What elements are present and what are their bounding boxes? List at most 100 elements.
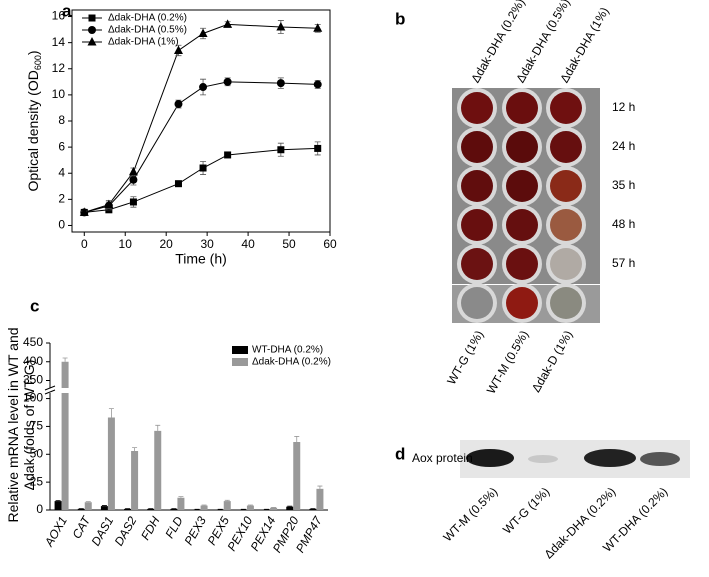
legend-label: Δdak-DHA (0.2%)	[252, 357, 331, 368]
error-bar	[224, 499, 230, 502]
well	[461, 170, 493, 202]
bar	[77, 508, 85, 510]
marker	[313, 23, 323, 32]
y-tick-label: 50	[30, 446, 44, 460]
well	[550, 92, 582, 124]
y-axis-label-part: 600	[33, 55, 43, 70]
well	[550, 248, 582, 280]
x-tick-label: 50	[282, 237, 296, 251]
y-tick-label: 10	[52, 87, 66, 101]
marker	[223, 77, 232, 86]
x-axis-label: Time (h)	[175, 251, 227, 267]
marker	[223, 19, 233, 28]
well	[506, 92, 538, 124]
y-tick-label: 25	[30, 474, 44, 488]
y-tick-label: 4	[58, 165, 65, 179]
x-tick-label: FLD	[162, 514, 186, 541]
marker	[198, 28, 208, 38]
marker	[313, 80, 322, 89]
x-tick-label: 30	[200, 237, 214, 251]
y-axis-label-line: Δdak (folds of WT-G)	[21, 360, 37, 491]
y-tick-label: 400	[23, 354, 43, 368]
x-tick-label: FDH	[138, 514, 163, 543]
y-axis-label: Optical density (OD600)	[25, 50, 44, 191]
well	[550, 287, 582, 319]
x-tick-label: AOX1	[41, 514, 70, 550]
y-tick-label: 2	[58, 192, 65, 206]
bar	[124, 508, 132, 510]
legend-label: Δdak-DHA (1%)	[108, 37, 179, 48]
error-bar	[201, 504, 207, 506]
error-bar	[178, 496, 184, 498]
marker	[174, 100, 183, 109]
marker	[199, 83, 208, 92]
bar	[61, 361, 69, 510]
well	[506, 248, 538, 280]
legend-label: Δdak-DHA (0.5%)	[108, 25, 187, 36]
series-line	[84, 81, 318, 213]
x-tick-label: 40	[241, 237, 255, 251]
y-axis-label-line: Relative mRNA level in WT and	[5, 327, 21, 522]
error-bar	[108, 408, 114, 418]
bar	[170, 508, 178, 510]
marker	[314, 144, 322, 152]
blot-band	[640, 452, 680, 466]
x-tick-label: 0	[81, 237, 88, 251]
x-tick-label: DAS2	[112, 514, 140, 548]
marker	[129, 175, 138, 184]
well	[461, 248, 493, 280]
bar	[246, 505, 254, 510]
x-tick-label: PEX3	[181, 514, 209, 548]
error-bar	[101, 505, 107, 507]
marker	[173, 45, 183, 54]
well	[461, 287, 493, 319]
y-axis-label-part: )	[25, 50, 41, 55]
marker	[174, 180, 182, 188]
bar	[316, 488, 324, 510]
bar	[270, 507, 278, 510]
well	[461, 131, 493, 163]
bar	[100, 506, 108, 510]
bar	[84, 502, 92, 510]
blot-band	[584, 449, 636, 467]
row-label: 57 h	[612, 256, 635, 270]
legend-swatch	[232, 346, 248, 354]
control-label: Δdak-D (1%)	[529, 328, 575, 394]
marker	[199, 164, 207, 172]
x-tick-label: 20	[160, 237, 174, 251]
y-tick-label: 350	[23, 373, 43, 387]
panel-label: a	[62, 1, 72, 20]
marker	[276, 79, 285, 88]
blot-band	[528, 455, 558, 463]
control-label: WT-G (1%)	[444, 328, 486, 387]
bar	[200, 505, 208, 510]
y-axis-label: Relative mRNA level in WT andΔdak (folds…	[5, 327, 37, 522]
error-bar	[132, 447, 138, 451]
y-tick-label: 0	[36, 502, 43, 516]
y-axis-label-part: Optical density (OD	[25, 70, 41, 191]
legend-label: WT-DHA (0.2%)	[252, 345, 323, 356]
row-label: 24 h	[612, 139, 635, 153]
y-tick-label: 8	[58, 113, 65, 127]
legend-marker	[88, 26, 96, 34]
bar	[223, 501, 231, 510]
control-label: WT-M (0.5%)	[484, 328, 531, 396]
error-bar	[55, 500, 61, 502]
well	[506, 131, 538, 163]
legend-marker	[88, 14, 96, 22]
y-tick-label: 75	[30, 419, 44, 433]
y-tick-label: 16	[52, 9, 66, 23]
y-tick-label: 12	[52, 61, 66, 75]
legend-swatch	[232, 358, 248, 366]
bar	[131, 450, 139, 510]
lane-label: WT-M (0.5%)	[440, 484, 500, 544]
row-label: 35 h	[612, 178, 635, 192]
series-line	[84, 147, 318, 213]
bar	[177, 497, 185, 510]
well	[550, 170, 582, 202]
error-bar	[155, 424, 161, 431]
series-line	[84, 23, 318, 213]
bar	[54, 501, 62, 510]
well	[506, 170, 538, 202]
